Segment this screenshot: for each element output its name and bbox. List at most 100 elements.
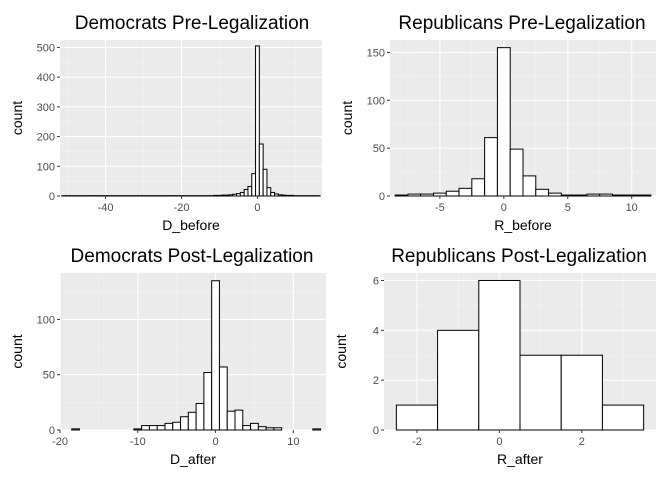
y-tick-label: 150 xyxy=(367,47,385,59)
histogram-bar xyxy=(156,425,166,431)
histogram-bar xyxy=(217,194,222,197)
histogram-bar xyxy=(224,194,230,197)
x-axis-title: D_after xyxy=(170,451,216,467)
histogram-bar xyxy=(255,45,260,197)
histogram-bar xyxy=(211,280,220,431)
histogram-bar xyxy=(250,422,259,431)
y-tick-label: 6 xyxy=(373,275,379,287)
histogram-bar xyxy=(262,168,268,197)
histogram-bar xyxy=(573,194,588,197)
histogram-bar xyxy=(236,193,241,197)
x-axis-title: R_after xyxy=(497,451,543,467)
histogram-bar xyxy=(273,427,283,431)
y-tick-label: 0 xyxy=(373,425,379,437)
histogram-bar xyxy=(213,194,219,197)
y-axis-title: count xyxy=(9,334,25,368)
histogram-bar xyxy=(624,194,639,197)
y-tick-label: 2 xyxy=(373,375,379,387)
histogram-bar xyxy=(220,194,226,197)
y-axis-title: count xyxy=(9,101,25,135)
histogram-bar xyxy=(432,192,447,197)
histogram-bar xyxy=(265,427,275,431)
y-axis-title: count xyxy=(339,101,355,135)
x-tick-label: -20 xyxy=(52,436,68,448)
histogram-bar xyxy=(239,191,245,197)
histogram-bar xyxy=(437,329,480,431)
histogram-bar xyxy=(496,47,511,197)
x-tick-label: -2 xyxy=(412,436,422,448)
histogram-bar xyxy=(141,425,150,431)
histogram-bar xyxy=(243,188,249,197)
histogram-bar xyxy=(228,194,234,197)
x-tick-label: 0 xyxy=(212,436,218,448)
x-tick-label: -5 xyxy=(435,202,445,214)
histogram-bar xyxy=(247,185,253,197)
y-tick-label: 500 xyxy=(37,42,55,54)
x-tick-label: 0 xyxy=(496,436,502,448)
histogram-bar xyxy=(407,193,422,197)
histogram-bar xyxy=(218,366,228,431)
x-tick-label: 0 xyxy=(254,202,260,214)
plot-panel-background xyxy=(60,273,326,430)
histogram-bar xyxy=(266,187,272,197)
histogram-bar xyxy=(203,372,213,431)
y-tick-label: 0 xyxy=(49,425,55,437)
y-tick-label: 100 xyxy=(37,314,55,326)
histogram-bar xyxy=(258,143,264,197)
histogram-bar xyxy=(484,137,498,197)
y-tick-label: 100 xyxy=(367,95,385,107)
histogram-bar xyxy=(599,193,614,197)
histogram-bar xyxy=(522,175,537,197)
histogram-bar xyxy=(519,354,562,431)
histogram-bar xyxy=(180,416,189,431)
histogram-bar xyxy=(612,194,626,197)
x-tick-label: -40 xyxy=(98,202,114,214)
x-axis-title: R_before xyxy=(494,217,552,233)
histogram-bar xyxy=(394,194,409,197)
histogram-bar xyxy=(560,354,603,431)
histogram-bar xyxy=(586,193,601,197)
histogram-bar xyxy=(277,194,283,197)
chart-title: Democrats Post-Legalization xyxy=(71,246,314,267)
y-axis-title: count xyxy=(333,334,349,368)
histogram-bar xyxy=(187,411,197,431)
x-tick-label: 5 xyxy=(565,202,571,214)
x-tick-label: 0 xyxy=(501,202,507,214)
histogram-bar xyxy=(478,279,521,431)
x-tick-label: 10 xyxy=(626,202,638,214)
chart-title: Democrats Pre-Legalization xyxy=(75,13,309,34)
x-tick-label: 10 xyxy=(287,436,299,448)
histogram-bar xyxy=(281,194,287,197)
histogram-bar xyxy=(148,425,158,431)
y-tick-label: 100 xyxy=(37,161,55,173)
histogram-bar xyxy=(285,194,291,197)
histogram-bar xyxy=(637,194,652,197)
histogram-bar xyxy=(164,422,174,431)
histogram-bar xyxy=(71,428,80,431)
histogram-bar xyxy=(251,173,257,197)
y-tick-label: 0 xyxy=(379,191,385,203)
y-tick-label: 4 xyxy=(373,325,379,337)
chart-title: Republicans Post-Legalization xyxy=(391,246,647,267)
y-tick-label: 200 xyxy=(37,132,55,144)
y-tick-label: 300 xyxy=(37,102,55,114)
y-tick-label: 0 xyxy=(49,191,55,203)
histogram-bar xyxy=(560,194,575,197)
histogram-bar xyxy=(601,404,645,431)
histogram-bar xyxy=(535,188,550,197)
histogram-bar xyxy=(458,187,473,197)
histogram-bar xyxy=(548,192,562,197)
x-axis-title: D_before xyxy=(162,217,220,233)
x-tick-label: -20 xyxy=(174,202,190,214)
panel-1: -40 -20 0 0 100 200 300 400 500 Democrats Pre-Leg… xyxy=(9,13,322,233)
histogram-bar xyxy=(270,191,276,197)
histogram-bar xyxy=(232,193,238,197)
histogram-bar xyxy=(242,425,252,431)
histogram-bar xyxy=(420,193,434,197)
histogram-bar xyxy=(445,190,460,197)
histogram-bar xyxy=(172,421,182,431)
histogram-bar xyxy=(395,404,439,431)
